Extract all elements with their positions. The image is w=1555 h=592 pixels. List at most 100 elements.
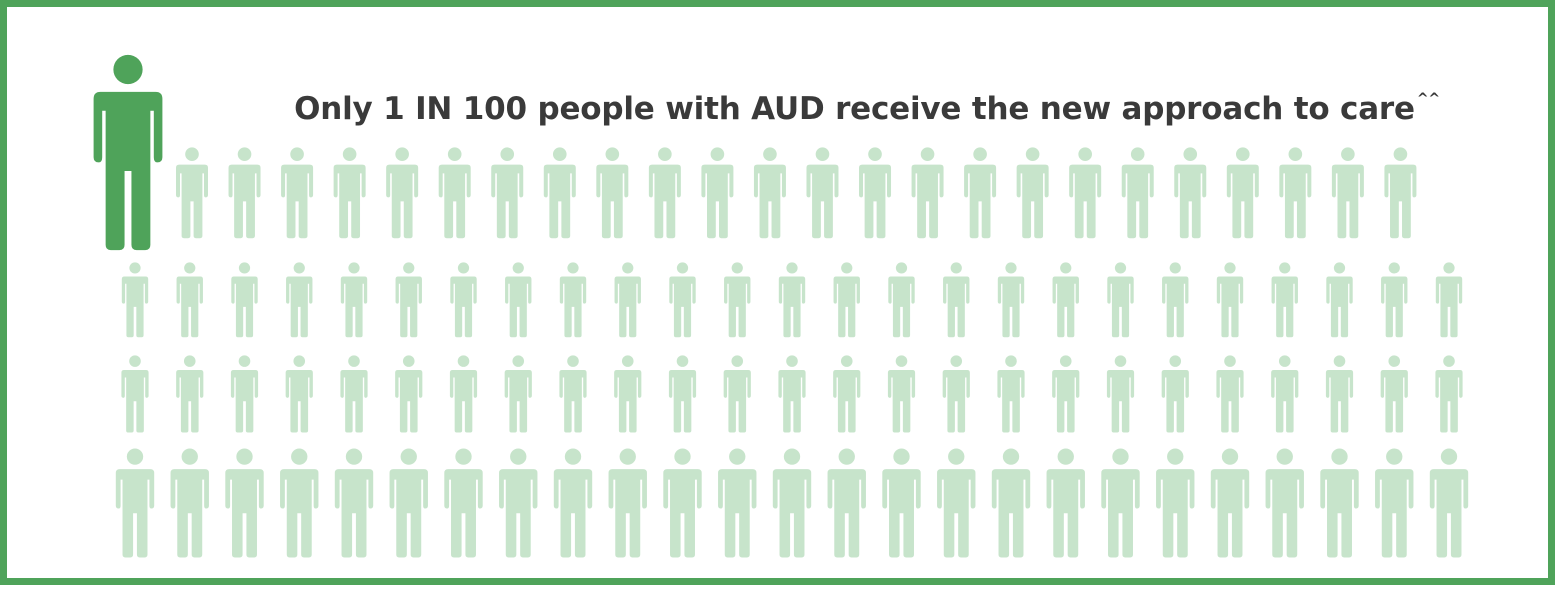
person-icon	[1216, 355, 1244, 433]
person-icon	[1101, 448, 1140, 558]
person-icon	[1046, 448, 1085, 558]
person-icon	[882, 448, 921, 558]
person-icon	[724, 262, 751, 338]
person-icon	[543, 147, 576, 239]
person-icon	[1325, 355, 1354, 433]
person-icon	[608, 448, 647, 558]
person-icon	[991, 448, 1031, 558]
person-icon	[504, 355, 532, 433]
person-icon	[559, 262, 587, 338]
person-icon	[499, 448, 538, 558]
person-icon	[444, 448, 483, 558]
headline-text: Only 1 IN 100 people with AUD receive th…	[294, 91, 1415, 127]
person-icon	[806, 147, 839, 239]
person-icon	[176, 355, 204, 433]
person-icon	[663, 448, 702, 558]
person-icon	[701, 147, 734, 239]
person-icon	[1326, 262, 1353, 338]
person-icon	[833, 262, 860, 338]
person-icon	[1016, 147, 1049, 239]
person-icon	[1052, 262, 1079, 338]
person-icon	[778, 262, 806, 338]
person-icon	[1271, 355, 1299, 433]
person-icon	[1210, 448, 1250, 558]
person-icon	[505, 262, 532, 338]
person-icon	[286, 262, 313, 338]
person-icon	[389, 448, 428, 558]
person-icon	[596, 147, 629, 239]
person-icon	[491, 147, 524, 239]
person-icon	[1107, 262, 1134, 338]
person-icon	[225, 448, 264, 558]
person-icon	[888, 262, 915, 338]
person-icon	[280, 448, 319, 558]
person-icon	[450, 262, 477, 338]
person-icon	[723, 355, 751, 433]
person-icon	[386, 147, 419, 239]
person-icon	[395, 262, 422, 338]
person-icon	[669, 262, 696, 338]
person-icon	[1162, 262, 1189, 338]
person-icon	[887, 355, 916, 433]
person-icon	[449, 355, 478, 433]
person-icon	[121, 355, 149, 433]
person-icon	[1331, 147, 1364, 239]
person-icon	[228, 147, 261, 239]
person-icon	[778, 355, 806, 433]
person-icon	[1265, 448, 1304, 558]
person-icon	[668, 355, 697, 433]
person-icon	[1226, 147, 1259, 239]
person-icon	[942, 355, 970, 433]
person-icon	[1161, 355, 1189, 433]
person-icon	[340, 355, 368, 433]
person-icon	[1380, 355, 1408, 433]
person-icon	[438, 147, 471, 239]
person-icon	[1216, 262, 1244, 338]
person-icon	[1435, 355, 1463, 433]
person-icon	[1381, 262, 1408, 338]
person-icon	[176, 262, 203, 338]
person-icon	[170, 448, 209, 558]
person-icon	[1375, 448, 1414, 558]
person-icon	[281, 147, 314, 239]
person-icon	[772, 448, 812, 558]
person-icon	[285, 355, 313, 433]
person-icon	[718, 448, 757, 558]
person-icon	[230, 355, 259, 433]
person-icon	[859, 147, 892, 239]
person-icon	[827, 448, 866, 558]
person-icon	[1320, 448, 1359, 558]
person-icon	[614, 262, 641, 338]
person-icon	[231, 262, 258, 338]
footnote-marker: ^^	[1416, 91, 1440, 107]
person-icon	[1156, 448, 1195, 558]
person-icon	[1271, 262, 1298, 338]
person-icon	[395, 355, 423, 433]
person-icon	[1279, 147, 1312, 239]
person-icon-highlighted	[93, 54, 163, 251]
person-icon	[333, 147, 366, 239]
person-icon	[833, 355, 861, 433]
person-icon	[614, 355, 642, 433]
person-icon	[937, 448, 976, 558]
people-pictogram	[93, 54, 1469, 558]
person-icon	[1384, 147, 1417, 239]
person-icon	[997, 262, 1025, 338]
person-icon	[1069, 147, 1102, 239]
person-icon	[753, 147, 786, 239]
person-icon	[648, 147, 681, 239]
person-icon	[1429, 448, 1469, 558]
person-icon	[1174, 147, 1207, 239]
person-icon	[115, 448, 155, 558]
person-icon	[1106, 355, 1135, 433]
headline: Only 1 IN 100 people with AUD receive th…	[187, 79, 1547, 129]
person-icon	[964, 147, 997, 239]
person-icon	[176, 147, 208, 239]
person-icon	[334, 448, 374, 558]
person-icon	[340, 262, 368, 338]
person-icon	[559, 355, 587, 433]
person-icon	[1121, 147, 1154, 239]
person-icon	[121, 262, 149, 338]
person-icon	[1435, 262, 1463, 338]
